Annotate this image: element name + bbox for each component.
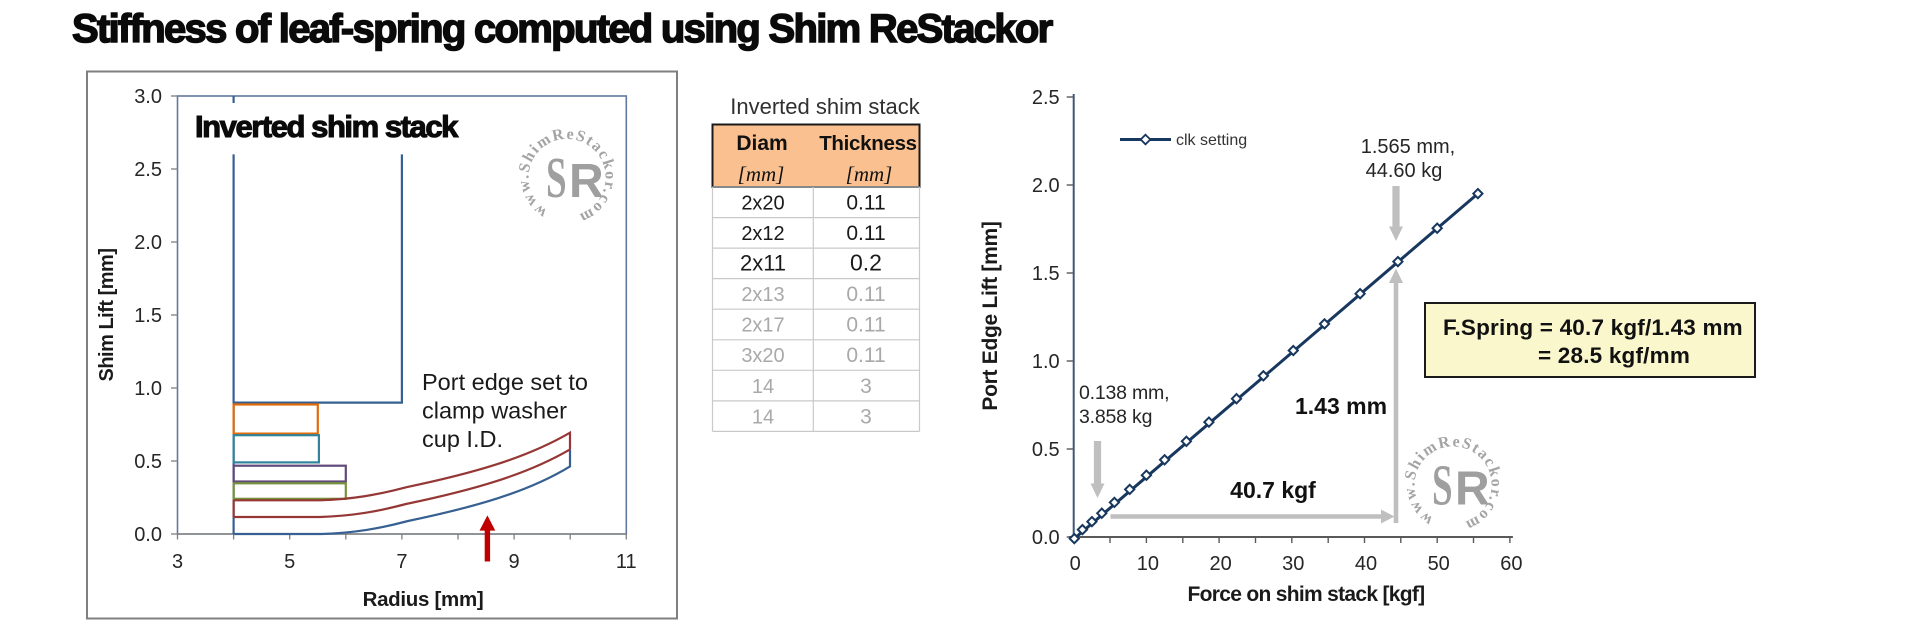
svg-text:0.5: 0.5 [134, 451, 162, 473]
svg-text:1.5: 1.5 [1032, 263, 1060, 285]
svg-text:40.7 kgf: 40.7 kgf [1230, 477, 1316, 503]
svg-text:3.0: 3.0 [134, 86, 162, 108]
svg-text:0.11: 0.11 [846, 314, 885, 337]
svg-text:0.11: 0.11 [846, 222, 885, 245]
svg-text:Stiffness of leaf-spring compu: Stiffness of leaf-spring computed using … [72, 7, 1053, 51]
svg-text:0.0: 0.0 [1032, 527, 1060, 549]
svg-text:S: S [546, 146, 567, 210]
svg-text:0.0: 0.0 [134, 524, 162, 546]
svg-text:Shim Lift [mm]: Shim Lift [mm] [96, 249, 118, 382]
svg-text:clamp washer: clamp washer [422, 398, 567, 424]
svg-text:R: R [1455, 463, 1490, 516]
svg-text:3.858 kg: 3.858 kg [1079, 406, 1152, 428]
svg-text:2.5: 2.5 [134, 159, 162, 181]
svg-text:0.11: 0.11 [846, 344, 885, 367]
svg-text:3: 3 [172, 551, 183, 573]
svg-text:Port edge set to: Port edge set to [422, 369, 588, 395]
svg-text:R: R [569, 155, 604, 208]
svg-text:2x13: 2x13 [741, 284, 784, 306]
svg-text:Inverted shim stack: Inverted shim stack [730, 94, 921, 119]
svg-text:0: 0 [1070, 553, 1081, 575]
svg-text:= 28.5 kgf/mm: = 28.5 kgf/mm [1538, 343, 1690, 368]
svg-text:cup I.D.: cup I.D. [422, 426, 503, 452]
svg-text:2.5: 2.5 [1032, 87, 1060, 109]
svg-text:F.Spring = 40.7 kgf/1.43 mm: F.Spring = 40.7 kgf/1.43 mm [1443, 315, 1743, 340]
svg-text:3: 3 [860, 405, 872, 428]
svg-text:20: 20 [1209, 553, 1231, 575]
svg-text:1.5: 1.5 [134, 305, 162, 327]
svg-text:Force on shim stack [kgf]: Force on shim stack [kgf] [1188, 583, 1425, 606]
svg-text:3: 3 [860, 375, 872, 398]
svg-text:60: 60 [1500, 553, 1522, 575]
svg-text:1.0: 1.0 [1032, 351, 1060, 373]
svg-text:44.60 kg: 44.60 kg [1366, 160, 1443, 182]
svg-text:0.11: 0.11 [846, 192, 885, 215]
svg-text:0.138 mm,: 0.138 mm, [1079, 382, 1169, 404]
svg-text:7: 7 [396, 551, 407, 573]
svg-text:40: 40 [1355, 553, 1377, 575]
svg-text:14: 14 [752, 376, 774, 398]
svg-text:50: 50 [1428, 553, 1450, 575]
svg-text:S: S [1432, 453, 1453, 517]
svg-text:9: 9 [509, 551, 520, 573]
svg-text:3x20: 3x20 [741, 345, 784, 367]
svg-text:clk setting: clk setting [1176, 132, 1247, 149]
svg-text:Inverted shim stack: Inverted shim stack [195, 109, 459, 144]
svg-text:5: 5 [284, 551, 295, 573]
svg-text:0.11: 0.11 [846, 283, 885, 306]
svg-text:30: 30 [1282, 553, 1304, 575]
svg-text:Radius [mm]: Radius [mm] [363, 588, 484, 611]
svg-text:1.565 mm,: 1.565 mm, [1361, 136, 1455, 158]
svg-text:0.2: 0.2 [850, 250, 882, 276]
svg-text:1.43 mm: 1.43 mm [1295, 393, 1387, 419]
svg-text:14: 14 [752, 406, 774, 428]
svg-text:Thickness: Thickness [819, 132, 917, 155]
svg-text:1.0: 1.0 [134, 378, 162, 400]
svg-text:2.0: 2.0 [134, 232, 162, 254]
svg-text:2.0: 2.0 [1032, 175, 1060, 197]
svg-text:11: 11 [616, 551, 637, 573]
svg-text:2x20: 2x20 [741, 193, 784, 215]
svg-text:2x12: 2x12 [741, 223, 784, 245]
svg-text:10: 10 [1137, 553, 1159, 575]
svg-text:2x11: 2x11 [740, 251, 786, 276]
svg-text:2x17: 2x17 [741, 315, 784, 337]
svg-text:Port Edge Lift [mm]: Port Edge Lift [mm] [979, 221, 1002, 410]
svg-text:[mm]: [mm] [846, 162, 893, 186]
svg-text:[mm]: [mm] [738, 162, 785, 186]
svg-text:0.5: 0.5 [1032, 439, 1060, 461]
svg-text:Diam: Diam [736, 132, 787, 155]
